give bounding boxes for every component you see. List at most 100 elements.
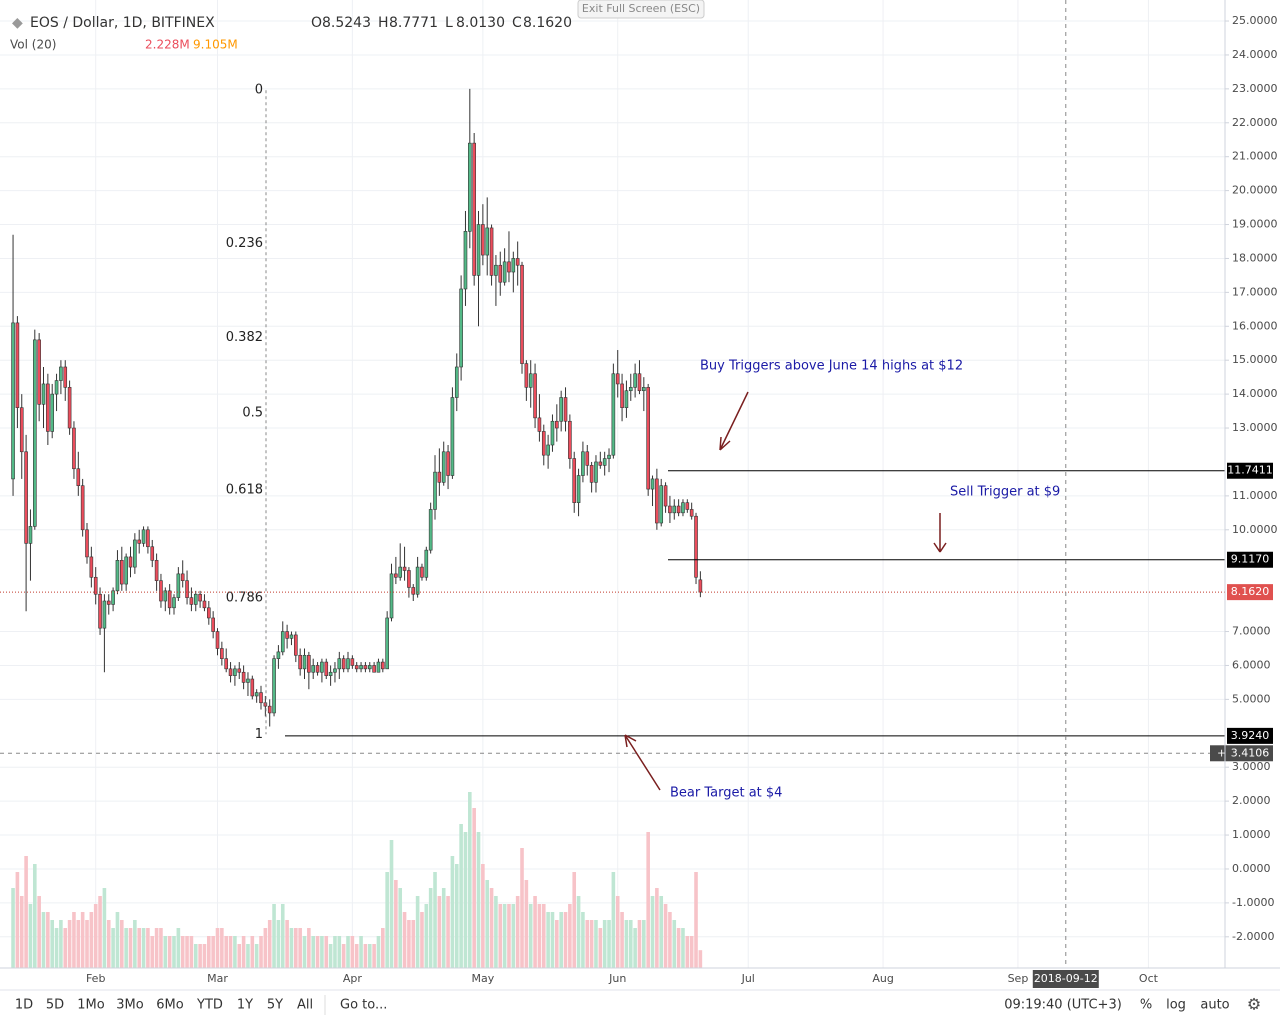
candle-body xyxy=(167,590,172,609)
x-tick-label: Mar xyxy=(207,972,228,985)
volume-bar xyxy=(211,936,215,968)
candle-body xyxy=(489,227,494,276)
scale-option[interactable]: auto xyxy=(1200,998,1229,1013)
volume-bar xyxy=(559,912,563,968)
exit-label[interactable]: Exit Full Screen (ESC) xyxy=(582,2,700,15)
clock: 09:19:40 (UTC+3) xyxy=(1004,998,1122,1013)
candle-body xyxy=(50,393,55,432)
volume-bar xyxy=(241,936,246,968)
volume-bar xyxy=(428,888,433,968)
range-button[interactable]: 1Y xyxy=(237,998,253,1013)
volume-bar xyxy=(433,872,437,968)
volume-bar xyxy=(563,912,568,968)
volume-bar xyxy=(354,944,359,968)
volume-bar xyxy=(350,936,355,968)
volume-bar xyxy=(185,936,189,968)
volume-bar xyxy=(267,920,272,968)
range-button[interactable]: 5Y xyxy=(267,998,283,1013)
candle-body xyxy=(463,231,468,290)
candle-body xyxy=(428,509,433,551)
candle-body xyxy=(559,397,563,422)
candle-body xyxy=(120,560,124,585)
candle-body xyxy=(215,631,220,649)
candle-body xyxy=(698,579,703,593)
volume-bar xyxy=(620,912,624,968)
volume-bar xyxy=(63,928,68,968)
volume-bar xyxy=(98,896,102,968)
volume-bar xyxy=(402,912,407,968)
volume-bar xyxy=(454,864,459,968)
volume-bar xyxy=(106,920,111,968)
volume-bar xyxy=(19,896,24,968)
candle-body xyxy=(307,654,311,673)
range-button[interactable]: 6Mo xyxy=(156,998,183,1013)
scale-option[interactable]: % xyxy=(1140,998,1152,1013)
settings-icon[interactable]: ⚙ xyxy=(1247,995,1261,1014)
icon[interactable]: ◆ xyxy=(12,15,23,31)
candle-body xyxy=(37,339,41,405)
volume-bar xyxy=(272,904,276,968)
candle-body xyxy=(381,661,385,670)
goto-button[interactable]: Go to... xyxy=(340,998,387,1013)
candle-body xyxy=(254,692,259,697)
crosshair-price-label: 3.4106 xyxy=(1231,746,1270,759)
range-button[interactable]: 1Mo xyxy=(77,998,104,1013)
volume-bar xyxy=(59,920,63,968)
volume-bar xyxy=(254,944,259,968)
volume-bar xyxy=(207,936,211,968)
y-tick-label: 17.0000 xyxy=(1232,285,1278,298)
range-button[interactable]: 1D xyxy=(15,998,33,1013)
candle-body xyxy=(285,631,289,639)
volume-bar xyxy=(576,896,581,968)
candle-body xyxy=(689,509,694,517)
candle-body xyxy=(589,465,594,483)
y-tick-label: -2.0000 xyxy=(1232,930,1274,943)
scale-option[interactable]: log xyxy=(1166,998,1186,1013)
volume-bar xyxy=(628,920,633,968)
candle-body xyxy=(576,475,581,503)
candle-body xyxy=(459,288,463,368)
crosshair-plus: + xyxy=(1217,746,1226,759)
candle-body xyxy=(528,373,533,388)
volume-bar xyxy=(650,896,655,968)
candle-body xyxy=(337,658,342,670)
volume-bar xyxy=(167,936,172,968)
volume-bar xyxy=(689,936,694,968)
volume-bar xyxy=(507,904,511,968)
volume-bar xyxy=(463,832,468,968)
candle-body xyxy=(572,458,577,503)
volume-bar xyxy=(50,920,55,968)
candle-body xyxy=(198,593,202,602)
candle-body xyxy=(237,668,242,673)
candle-body xyxy=(602,458,607,466)
arrow xyxy=(719,391,749,451)
range-button[interactable]: 3Mo xyxy=(116,998,143,1013)
volume-bar xyxy=(180,936,185,968)
volume-bar xyxy=(502,904,507,968)
volume-bar xyxy=(594,920,598,968)
range-button[interactable]: All xyxy=(297,998,313,1013)
y-tick-label: 23.0000 xyxy=(1232,82,1278,95)
candle-body xyxy=(354,665,359,670)
candle-body xyxy=(189,597,194,605)
range-button[interactable]: YTD xyxy=(196,998,223,1013)
candle-body xyxy=(389,573,394,619)
range-button[interactable]: 5D xyxy=(46,998,64,1013)
candle-body xyxy=(172,597,176,609)
candle-body xyxy=(672,505,677,514)
volume-bar xyxy=(159,928,163,968)
exit-button[interactable] xyxy=(577,0,705,19)
candle-body xyxy=(676,505,681,514)
candle-body xyxy=(76,468,81,486)
symbol[interactable]: EOS / Dollar, 1D, BITFINEX xyxy=(30,15,215,31)
candle-body xyxy=(111,590,115,605)
annotation: Sell Trigger at $9 xyxy=(950,485,1060,500)
candle-body xyxy=(424,549,429,578)
candle-body xyxy=(485,227,490,256)
ohlc-prefix: O xyxy=(311,15,322,31)
volume-bar xyxy=(537,904,542,968)
volume-bar xyxy=(624,920,629,968)
volume-bar xyxy=(394,880,398,968)
volume-bar xyxy=(85,920,89,968)
candle-body xyxy=(246,678,250,683)
